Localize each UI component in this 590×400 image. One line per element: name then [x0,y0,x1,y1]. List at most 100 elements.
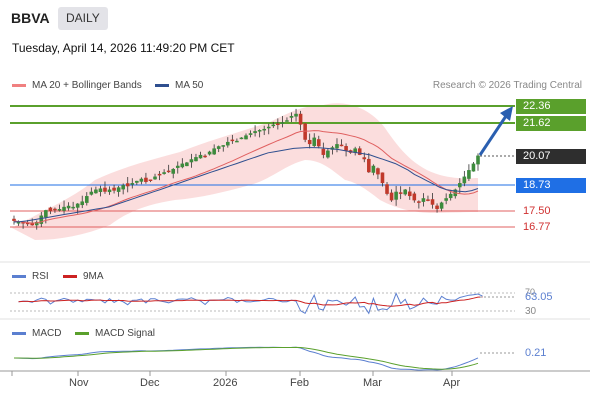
legend-ma50-label: MA 50 [175,80,204,91]
candle-body [444,198,448,201]
ma20-swatch [12,84,26,87]
forecast-arrow [478,115,508,156]
candle-body [262,128,266,131]
rsi-ref-30: 30 [525,306,537,317]
candle-body [130,183,135,185]
candle-body [280,122,285,124]
candle-body [189,159,194,163]
last-price-tag: 20.07 [516,149,586,164]
research-credit: Research © 2026 Trading Central [432,80,582,91]
candle-body [226,141,230,146]
candle-body [48,207,53,212]
candle-body [25,222,30,225]
candle-body [135,180,139,183]
candle-body [30,222,34,226]
candle-body [344,146,348,151]
candle-body [162,172,166,174]
candle-body [244,135,248,140]
legend-ma20[interactable]: MA 20 + Bollinger Bands [12,80,142,91]
legend-rsi-ma[interactable]: 9MA [63,271,104,282]
candle-body [53,208,57,211]
candle-body [448,193,453,199]
candle-body [467,170,471,179]
candle-body [326,150,330,158]
candle-body [139,178,144,182]
timeframe-button[interactable]: DAILY [58,7,108,30]
legend-rsi-label: RSI [32,271,49,282]
candle-body [462,176,467,184]
ma20-line [13,130,479,224]
candle-body [171,168,176,174]
candle-body [34,222,39,226]
candle-body [207,151,212,155]
candle-body [435,205,439,210]
candle-body [421,198,426,202]
candle-body [121,185,125,190]
candle-body [221,145,226,147]
x-tick-dec: Dec [140,377,160,389]
candle-body [307,139,312,145]
macd-signal-swatch [75,332,89,335]
candle-body [107,189,112,193]
candle-body [21,221,25,224]
candle-body [426,199,430,201]
rsi-ma-swatch [63,275,77,278]
candle-body [412,193,417,201]
candle-body [312,137,317,146]
x-tick-nov: Nov [69,377,89,389]
rsi-swatch [12,275,26,278]
level-tag-s2: 16.77 [523,221,551,233]
candle-body [212,148,216,155]
ma50-swatch [155,84,169,87]
candle-body [471,163,476,172]
ticker-symbol: BBVA [11,10,50,26]
candle-body [380,172,385,184]
candle-body [407,191,412,197]
candle-body [235,140,239,143]
candle-body [62,206,66,211]
ma50-line [13,147,479,223]
legend-macd[interactable]: MACD [12,328,61,339]
candle-body [417,201,421,203]
candle-body [271,124,276,127]
candle-body [285,120,289,122]
candle-body [66,205,71,209]
candle-body [198,154,203,159]
candle-body [257,130,262,132]
candle-body [385,184,389,194]
candle-body [458,183,462,188]
candle-body [389,192,394,201]
candle-body [180,163,185,168]
candle-body [394,191,398,200]
candle-body [153,176,157,180]
x-tick-apr: Apr [443,377,461,389]
x-tick-2026: 2026 [213,377,238,389]
candle-body [16,222,21,224]
candle-body [430,199,435,205]
candle-body [12,218,16,221]
candle-body [57,209,62,211]
legend-macd-signal-label: MACD Signal [95,328,156,339]
macd-signal-line [14,346,479,370]
candle-body [253,131,257,134]
timestamp: Tuesday, April 14, 2026 11:49:20 PM CET [12,41,235,55]
x-tick-feb: Feb [290,377,309,389]
legend-ma20-label: MA 20 + Bollinger Bands [32,80,142,91]
level-tag-pivot: 18.73 [516,178,586,193]
candle-body [294,113,298,117]
legend-ma50[interactable]: MA 50 [155,80,203,91]
candle-body [371,165,376,173]
candle-body [203,155,207,158]
candle-body [376,168,380,175]
candle-body [157,173,162,176]
legend-rsi[interactable]: RSI [12,271,49,282]
candle-body [84,196,89,203]
level-tag-r1: 21.62 [516,116,586,131]
forecast-arrowhead [500,106,513,121]
legend-macd-signal[interactable]: MACD Signal [75,328,155,339]
candle-body [80,201,85,206]
candle-body [321,148,326,155]
candle-body [112,187,116,191]
candle-body [316,139,321,147]
